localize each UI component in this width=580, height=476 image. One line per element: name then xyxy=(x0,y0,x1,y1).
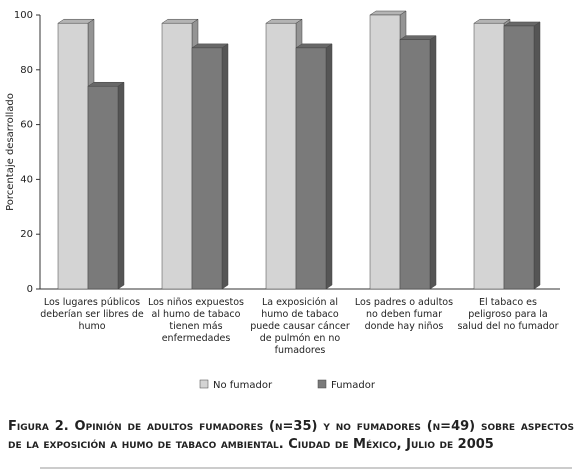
legend-swatch xyxy=(199,379,209,389)
legend-label: No fumador xyxy=(213,380,273,391)
x-tick-label: Los niños expuestos al humo de tabaco ti… xyxy=(147,297,244,344)
y-tick-label: 40 xyxy=(20,174,33,185)
bar xyxy=(87,81,125,290)
bar xyxy=(399,35,437,290)
legend-label: Fumador xyxy=(331,380,376,391)
y-tick-label: 0 xyxy=(27,284,33,295)
y-tick-label: 20 xyxy=(20,229,33,240)
caption: Figura 2. Opinión de adultos fumadores (… xyxy=(8,419,574,452)
x-tick-label: Los padres o adultos no deben fumar dond… xyxy=(354,297,454,332)
legend-swatch xyxy=(317,379,327,389)
x-tick-label: Los lugares públicos deberían ser libres… xyxy=(40,297,144,332)
x-tick-label: El tabaco es peligroso para la salud del… xyxy=(457,297,559,332)
bar xyxy=(295,43,333,290)
bar xyxy=(503,21,541,290)
y-tick-label: 80 xyxy=(20,65,33,76)
y-tick-label: 100 xyxy=(14,10,33,21)
y-axis-label: Porcentaje desarrollado xyxy=(5,93,16,211)
x-tick-label: La exposición al humo de tabaco puede ca… xyxy=(250,297,350,356)
bar xyxy=(191,43,229,290)
y-tick-label: 60 xyxy=(20,120,33,131)
